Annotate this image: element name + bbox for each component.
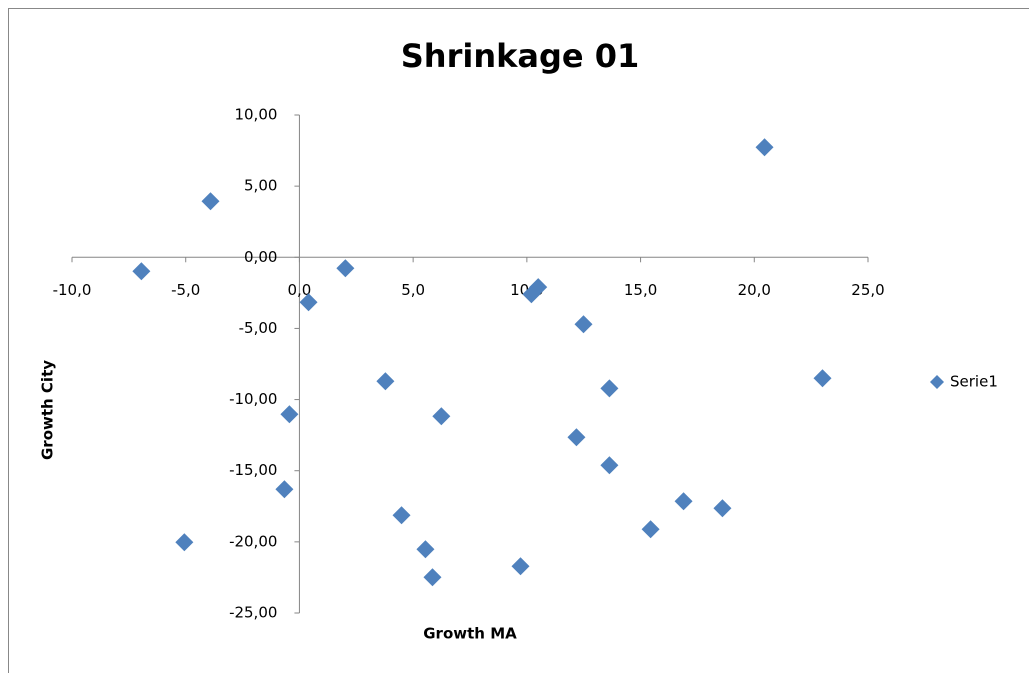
point bbox=[423, 568, 442, 587]
x-tick-label: 20,0 bbox=[738, 281, 771, 299]
point bbox=[511, 557, 530, 576]
point bbox=[567, 428, 586, 447]
point bbox=[416, 540, 435, 559]
x-tick-label: 25,0 bbox=[851, 281, 884, 299]
point bbox=[600, 379, 619, 398]
point bbox=[336, 259, 355, 278]
point bbox=[574, 315, 593, 334]
point bbox=[813, 369, 832, 388]
y-tick-label: -15,00 bbox=[229, 461, 277, 479]
y-tick-label: -25,00 bbox=[229, 604, 277, 622]
point bbox=[132, 262, 151, 281]
point bbox=[713, 499, 732, 518]
x-tick-label: 5,0 bbox=[401, 281, 425, 299]
point bbox=[529, 278, 548, 297]
legend-marker bbox=[930, 375, 944, 389]
point bbox=[674, 492, 693, 511]
point bbox=[641, 520, 660, 539]
point bbox=[280, 405, 299, 424]
y-tick-label: -20,00 bbox=[229, 532, 277, 550]
x-tick-label: 15,0 bbox=[624, 281, 657, 299]
point bbox=[275, 480, 294, 499]
x-axis-title: Growth MA bbox=[423, 625, 517, 643]
y-tick-label: -10,00 bbox=[229, 390, 277, 408]
point bbox=[755, 138, 774, 157]
y-tick-label: 0,00 bbox=[244, 248, 277, 266]
x-tick-label: -10,0 bbox=[53, 281, 92, 299]
point bbox=[299, 293, 318, 312]
y-axis-title: Growth City bbox=[39, 360, 57, 460]
point bbox=[376, 372, 395, 391]
y-tick-label: 10,00 bbox=[234, 106, 277, 124]
y-tick-label: 5,00 bbox=[244, 177, 277, 195]
point bbox=[432, 407, 451, 426]
y-tick-label: -5,00 bbox=[239, 319, 278, 337]
chart-title: Shrinkage 01 bbox=[401, 37, 640, 75]
point bbox=[600, 456, 619, 475]
legend-label: Serie1 bbox=[950, 373, 998, 391]
x-tick-label: -5,0 bbox=[171, 281, 200, 299]
point bbox=[175, 533, 194, 552]
point bbox=[201, 192, 220, 211]
x-tick-label: 0,0 bbox=[287, 281, 311, 299]
point bbox=[392, 506, 411, 525]
